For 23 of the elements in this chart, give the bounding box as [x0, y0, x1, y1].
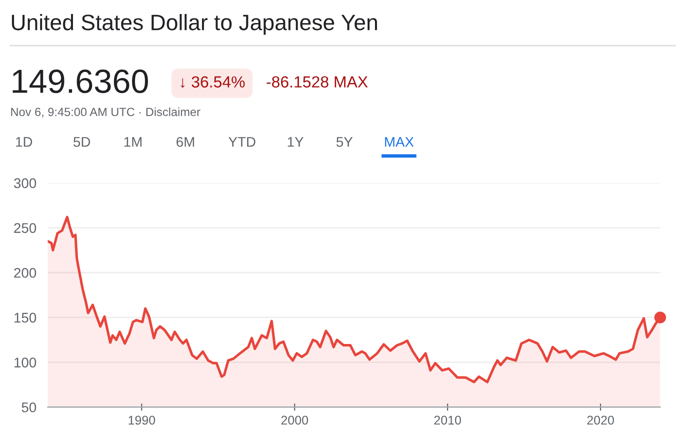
y-tick-label: 200: [14, 268, 36, 278]
text: 5D: [74, 137, 90, 147]
text: ↓ 36.54%: [180, 76, 245, 88]
x-tick-label: 2020: [587, 416, 614, 425]
text: Nov 6, 9:45:00 AM UTC · Disclaimer: [11, 107, 200, 118]
y-tick-label: 300: [14, 178, 36, 188]
text: MAX: [385, 137, 414, 147]
y-tick-label: 150: [14, 312, 36, 323]
text: 1M: [124, 137, 142, 147]
x-tick-label: 2000: [281, 416, 308, 425]
text: 1Y: [288, 137, 304, 147]
x-tick-label: 2010: [434, 416, 461, 425]
y-tick-label: 250: [14, 223, 36, 233]
text: -86.1528 MAX: [266, 76, 368, 88]
text: YTD: [228, 137, 256, 147]
text: 149.6360: [12, 70, 148, 94]
text: 6M: [176, 136, 194, 147]
text: 5Y: [336, 137, 353, 147]
y-tick-label: 100: [14, 358, 36, 368]
y-tick-label: 50: [22, 402, 36, 412]
text: 1D: [16, 137, 32, 147]
x-tick-label: 1990: [128, 416, 156, 425]
chart-title: United States Dollar to Japanese Yen: [12, 14, 377, 35]
